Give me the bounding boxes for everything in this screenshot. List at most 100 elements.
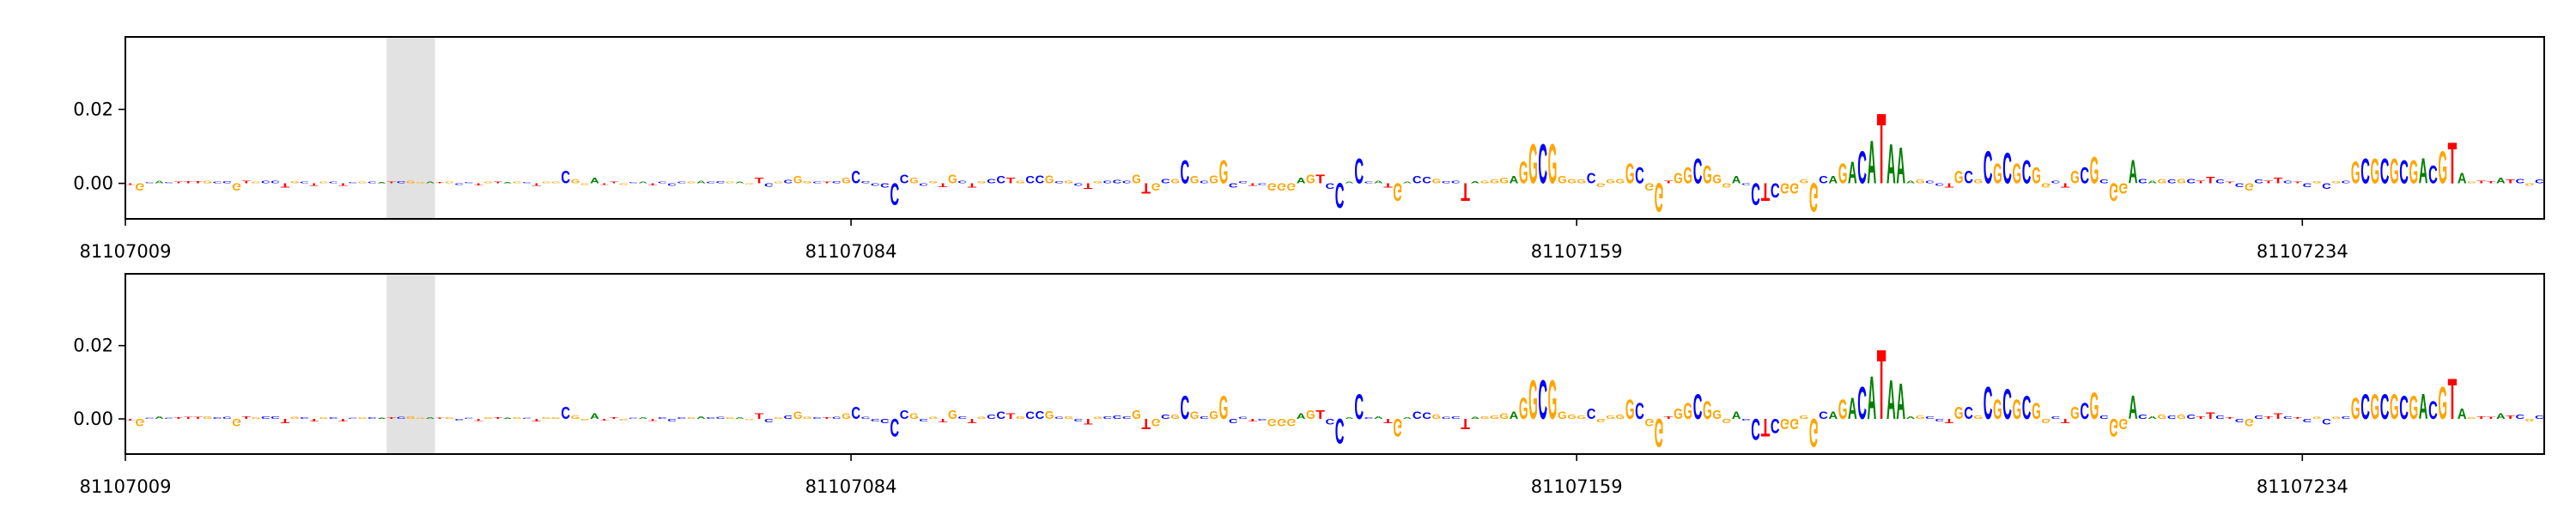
logo-letter: G	[1567, 414, 1577, 421]
logo-letter: T	[1006, 412, 1016, 421]
logo-letter: A	[377, 182, 386, 184]
logo-letter: C	[2186, 414, 2196, 421]
logo-letter: G	[2177, 178, 2186, 185]
logo-letter: C	[2099, 179, 2109, 185]
logo-letter: G	[2525, 418, 2535, 422]
logo-letter: C	[2002, 379, 2012, 428]
logo-letter: G	[619, 183, 629, 185]
logo-letter: C	[2360, 151, 2370, 191]
logo-letter: G	[744, 419, 754, 421]
logo-letter: G	[1528, 368, 1538, 431]
logo-letter: A	[638, 417, 647, 420]
logo-letter: A	[426, 416, 435, 419]
logo-letter: G	[1045, 409, 1054, 421]
logo-letter: A	[2496, 177, 2506, 185]
logo-letter: C	[1326, 182, 1335, 191]
logo-letter: T	[2274, 177, 2283, 185]
logo-letter: G	[1993, 158, 2002, 190]
logo-letter: C	[2399, 154, 2409, 191]
logo-letter: C	[2303, 418, 2312, 424]
logo-letter: G	[358, 181, 368, 184]
logo-letter: C	[1238, 416, 1248, 420]
logo-letter: C	[1335, 175, 1345, 215]
logo-letter: G	[203, 180, 212, 185]
logo-letter: C	[145, 182, 155, 184]
logo-letter: G	[2013, 394, 2022, 425]
logo-letter: G	[1170, 178, 1180, 185]
logo-letter: C	[454, 183, 464, 185]
logo-letter: G	[1151, 181, 1161, 192]
logo-letter: G	[1577, 179, 1586, 185]
logo-letter: C	[706, 416, 715, 419]
logo-letter: G	[1519, 155, 1528, 190]
logo-letter: G	[687, 416, 696, 419]
logo-letter: C	[2360, 387, 2370, 427]
logo-letter: C	[329, 181, 338, 184]
logo-letter: C	[1025, 174, 1035, 185]
logo-letter: T	[648, 418, 658, 421]
logo-letter: C	[368, 181, 377, 184]
logo-letter: G	[774, 416, 783, 419]
logo-letter: C	[784, 415, 793, 420]
logo-letter: G	[1490, 415, 1499, 421]
logo-letter: C	[1161, 414, 1170, 421]
logo-letter: G	[1480, 179, 1490, 184]
logo-letter: C	[300, 416, 309, 419]
logo-letter: T	[2476, 179, 2486, 184]
logo-letter: C	[1354, 151, 1364, 191]
logo-letter: G	[406, 179, 416, 184]
logo-letter: T	[939, 418, 948, 424]
logo-letter: C	[1925, 179, 1935, 184]
logo-letter: G	[2013, 158, 2022, 190]
logo-letter: C	[658, 181, 667, 184]
logo-letter: A	[1510, 410, 1519, 421]
logo-letter: C	[1635, 162, 1644, 188]
logo-letter: C	[1819, 174, 1828, 185]
logo-letter: T	[2061, 417, 2070, 424]
logo-panel: T G C A C T T T G C C G T G C C T G C T G CT C G C A T C G G A T GCC TG T A…	[73, 273, 2545, 497]
logo-letter: G	[2331, 180, 2341, 184]
logo-letter: T	[1141, 180, 1151, 197]
plot-frame	[125, 273, 2545, 455]
logo-letter: C	[1161, 178, 1170, 185]
logo-letter: G	[2090, 385, 2099, 427]
logo-letter: T	[1461, 178, 1470, 207]
logo-letter: G	[542, 181, 551, 184]
logo-letter: T	[2225, 416, 2234, 419]
logo-letter: T	[493, 181, 502, 184]
logo-letter: C	[1335, 411, 1345, 451]
logo-letter: C	[222, 416, 232, 420]
logo-letter: G	[2390, 151, 2399, 191]
logo-letter: G	[513, 181, 522, 184]
logo-letter: T	[2196, 415, 2206, 420]
logo-letter: G	[571, 415, 580, 421]
logo-letter: G	[2070, 167, 2080, 187]
logo-letter: C	[1122, 415, 1132, 420]
logo-letter: C	[2535, 179, 2544, 185]
logo-letter: G	[1644, 181, 1654, 192]
logo-letter: C	[164, 417, 173, 419]
logo-letter: A	[638, 181, 647, 184]
logo-letter: G	[1431, 414, 1441, 421]
logo-letter: G	[1722, 417, 1732, 424]
logo-letter: C	[1103, 179, 1112, 184]
logo-letter: C	[861, 180, 871, 184]
logo-letter: A	[1374, 415, 1383, 420]
logo-letter: C	[1326, 417, 1335, 426]
logo-letter: T	[2448, 367, 2458, 432]
logo-letter: C	[329, 416, 338, 419]
logo-letter: C	[706, 181, 715, 184]
logo-letter: T	[2264, 179, 2274, 184]
logo-letter: G	[2331, 416, 2341, 420]
logo-letter: C	[987, 178, 996, 185]
logo-letter: C	[1442, 180, 1451, 184]
logo-letter: C	[667, 418, 677, 422]
logo-letter: G	[2467, 181, 2476, 184]
logo-letter: C	[2254, 415, 2263, 421]
logo-letter: C	[397, 416, 406, 420]
logo-letter: G	[232, 181, 241, 192]
logo-letter: G	[1519, 391, 1528, 426]
logo-letter: C	[2138, 414, 2148, 421]
logo-letter: A	[1848, 391, 1857, 426]
logo-letter: A	[1906, 179, 1916, 184]
